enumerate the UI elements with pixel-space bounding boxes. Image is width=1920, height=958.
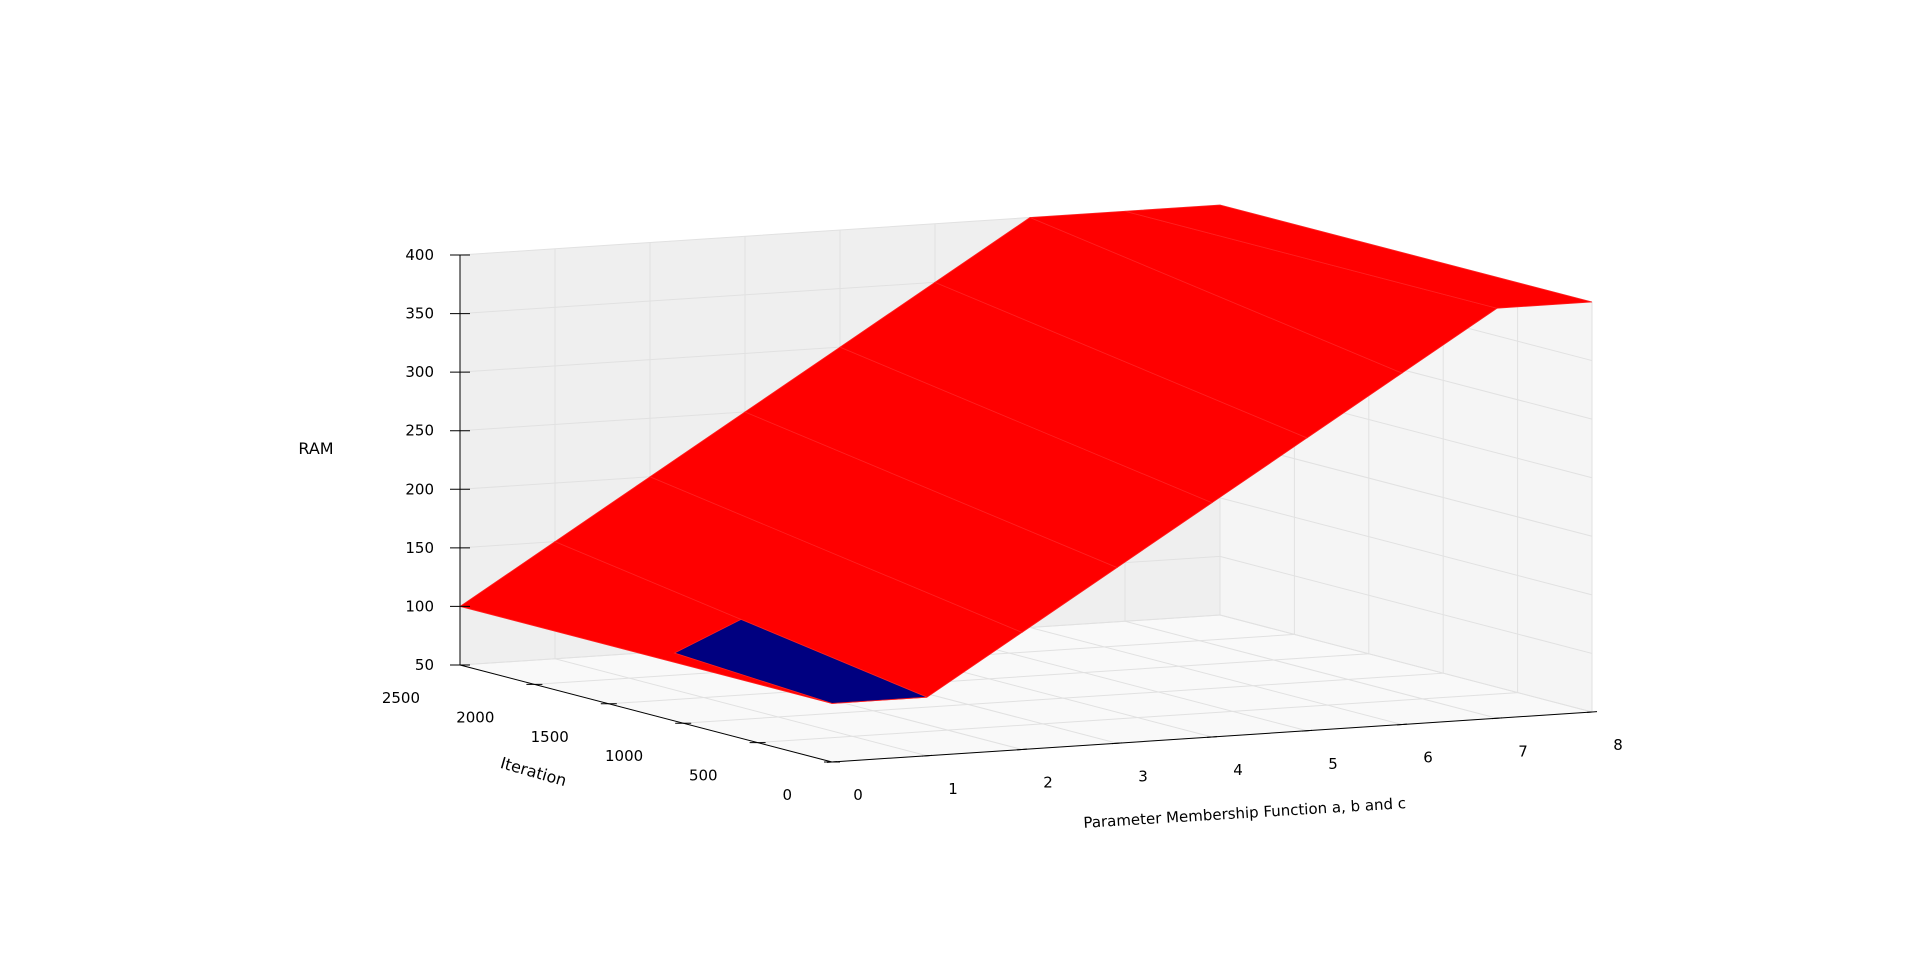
x-tick: [1586, 711, 1598, 713]
x-tick-label: 5: [1328, 755, 1338, 773]
x-tick-label: 4: [1233, 761, 1243, 779]
y-tick-label: 0: [782, 786, 792, 804]
y-axis-line: [459, 664, 833, 763]
surface-underside-patch: [673, 618, 928, 704]
y-axis-label: Iteration: [498, 753, 568, 790]
x-axis-label: Parameter Membership Function a, b and c: [1083, 794, 1407, 832]
z-tick-label: 250: [405, 422, 434, 440]
y-tick-label: 2000: [456, 708, 494, 726]
chart-ticks: 0 1 2 3 4 5 6 7 8 0 500 1000 1500 2000 2500 50 100 150 200…: [382, 246, 1623, 804]
z-tick-label: 50: [415, 656, 434, 674]
surface-plot: [459, 204, 1593, 704]
x-tick-label: 8: [1613, 736, 1623, 754]
x-tick: [1016, 748, 1028, 751]
y-tick-label: 1500: [531, 728, 569, 746]
x-tick-label: 3: [1138, 767, 1148, 785]
x-tick-label: 0: [853, 786, 863, 804]
x-tick-label: 1: [948, 780, 958, 798]
x-tick-label: 2: [1043, 774, 1053, 792]
x-tick: [1301, 729, 1313, 732]
z-axis-label: RAM: [298, 439, 333, 458]
z-tick-label: 200: [405, 480, 434, 498]
x-tick-label: 6: [1423, 749, 1433, 767]
x-tick: [1396, 723, 1408, 726]
z-tick-label: 150: [405, 539, 434, 557]
x-tick: [1491, 717, 1503, 720]
z-tick-label: 300: [405, 363, 434, 381]
y-tick-label: 500: [689, 767, 718, 785]
x-tick: [1111, 742, 1123, 745]
z-tick-label: 400: [405, 246, 434, 264]
x-tick: [921, 754, 933, 757]
x-tick-label: 7: [1518, 742, 1528, 760]
y-tick-label: 2500: [382, 689, 420, 707]
x-tick: [1206, 736, 1218, 738]
z-tick-label: 350: [405, 305, 434, 323]
y-tick-label: 1000: [605, 747, 643, 765]
z-tick-label: 100: [405, 597, 434, 615]
surface-patch: [1124, 204, 1593, 309]
